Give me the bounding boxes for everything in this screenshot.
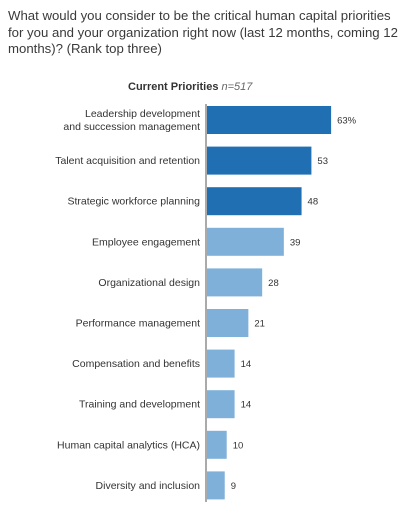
value-label: 63% (337, 116, 357, 127)
value-label: 28 (268, 278, 279, 289)
value-label: 9 (231, 481, 236, 492)
survey-question: What would you consider to be the critic… (8, 8, 398, 56)
category-label: Compensation and benefits (72, 358, 200, 370)
value-label: 14 (241, 359, 252, 370)
value-label: 14 (241, 400, 252, 411)
category-label: Training and development (79, 399, 200, 411)
category-label: Talent acquisition and retention (55, 155, 200, 167)
bar (207, 227, 284, 256)
bar (207, 349, 235, 378)
category-label: Diversity and inclusion (96, 480, 201, 492)
category-label: Strategic workforce planning (68, 196, 201, 208)
bar (207, 146, 312, 175)
bar (207, 471, 225, 500)
category-label: Leadership development and succession man… (63, 108, 200, 133)
chart-title: Current Priorities n=517 (128, 81, 252, 93)
category-label: Performance management (76, 318, 200, 330)
bar (207, 187, 302, 216)
value-label: 53 (317, 156, 328, 167)
value-label: 21 (254, 319, 265, 330)
bar (207, 268, 263, 297)
bar (207, 390, 235, 419)
value-label: 10 (233, 440, 244, 451)
bar (207, 106, 332, 134)
chart-title-text: Current Priorities (128, 81, 219, 93)
bar (207, 309, 249, 337)
value-label: 48 (308, 197, 319, 208)
bar (207, 430, 227, 459)
category-label: Employee engagement (92, 236, 200, 248)
category-label: Human capital analytics (HCA) (57, 439, 200, 451)
value-label: 39 (290, 237, 301, 248)
category-label: Organizational design (98, 277, 200, 289)
sample-size: n=517 (221, 81, 253, 93)
